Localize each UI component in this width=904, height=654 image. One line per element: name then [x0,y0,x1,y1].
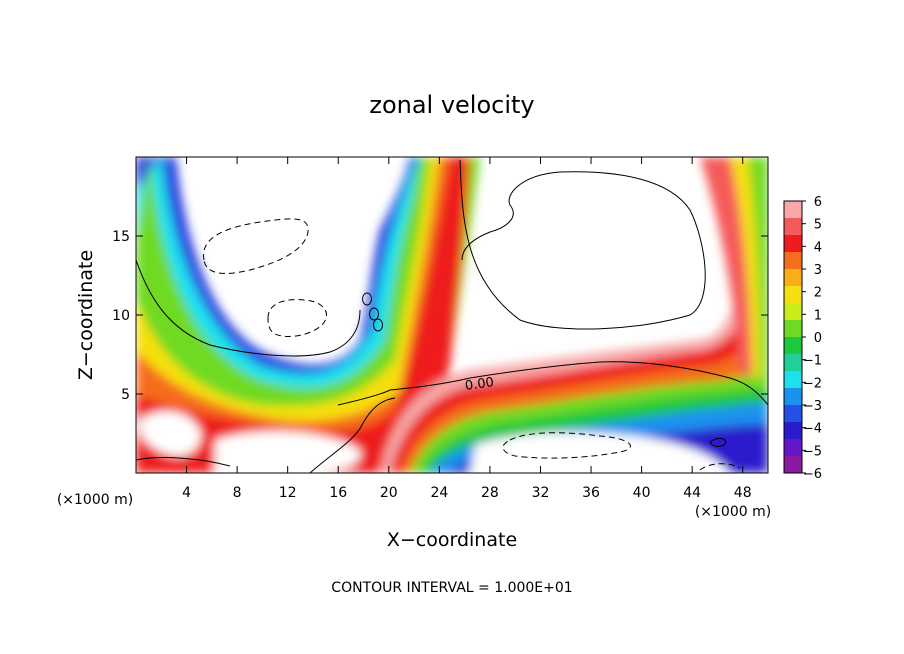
x-tick-label: 8 [233,485,242,501]
colorbar-label: −3 [803,399,822,414]
x-axis-ticks: 4 8 12 16 20 24 28 32 36 40 44 48 [182,157,752,501]
y-tick-label: 10 [112,308,130,324]
contour-interval-note: CONTOUR INTERVAL = 1.000E+01 [331,580,572,596]
x-tick-label: 24 [430,485,448,501]
colorbar-swatch [784,269,802,287]
x-tick-label: 44 [683,485,701,501]
x-tick-label: 32 [532,485,550,501]
contour-lines [136,159,768,473]
colorbar-label: −1 [803,354,822,369]
colorbar-label: 6 [814,195,822,210]
x-tick-label: 28 [481,485,499,501]
colorbar-swatch [784,286,802,304]
y-tick-label: 5 [121,387,130,403]
colorbar-swatch [784,405,802,423]
colorbar-swatch [784,354,802,372]
colorbar-label: −5 [803,444,822,459]
x-unit-left: (×1000 m) [57,492,133,508]
colorbar-label: −6 [803,467,822,482]
colorbar-swatch [784,422,802,440]
x-tick-label: 16 [329,485,347,501]
y-tick-label: 15 [112,229,130,245]
colorbar-label: 0 [814,331,822,346]
velocity-field [136,157,768,473]
x-tick-label: 20 [380,485,398,501]
x-tick-label: 4 [182,485,191,501]
colorbar-label: −4 [803,422,822,437]
contour-label: 0.00 [464,375,495,394]
colorbar-swatch [784,388,802,406]
colorbar-swatch [784,371,802,389]
x-tick-label: 12 [279,485,297,501]
x-tick-label: 36 [582,485,600,501]
colorbar-swatch [784,303,802,321]
colorbar-swatch [784,320,802,338]
x-tick-label: 40 [633,485,651,501]
colorbar-label: 5 [814,218,822,233]
colorbar-swatch [784,201,802,219]
colorbar-label: 3 [814,263,822,278]
chart-title: zonal velocity [369,91,534,119]
y-axis-label: Z−coordinate [75,250,97,380]
colorbar-label: 1 [814,308,822,323]
colorbar-label: 2 [814,286,822,301]
colorbar-swatch [784,235,802,253]
colorbar-swatch [784,337,802,355]
x-tick-label: 48 [734,485,752,501]
x-axis-label: X−coordinate [387,529,517,551]
x-unit-right: (×1000 m) [695,504,771,520]
colorbar-label: −2 [803,376,822,391]
y-axis-ticks: 5 10 15 [112,229,768,403]
colorbar-label: 4 [814,240,822,255]
colorbar-swatch [784,252,802,270]
colorbar-swatch [784,218,802,236]
colorbar: 6 5 4 3 2 1 0 −1 −2 −3 −4 −5 −6 [783,195,822,482]
colorbar-swatch [784,439,802,457]
colorbar-swatch [784,456,802,474]
